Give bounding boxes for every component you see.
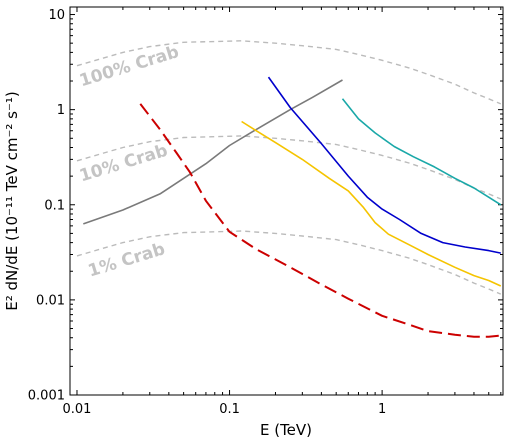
- x-tick-label: 1: [378, 402, 386, 417]
- y-tick-label: 10: [48, 8, 65, 23]
- series-line-0: [76, 40, 502, 105]
- series-line-1: [76, 135, 502, 200]
- series-line-4: [139, 103, 500, 338]
- series-lines: [76, 40, 502, 338]
- plot-frame: [69, 6, 504, 396]
- y-tick-label: 0.001: [28, 389, 65, 404]
- series-line-2: [76, 230, 502, 295]
- y-tick-label: 0.1: [44, 198, 65, 213]
- series-line-7: [341, 98, 502, 206]
- series-line-3: [83, 79, 343, 225]
- crab-annotation: 1% Crab: [86, 239, 168, 281]
- series-line-5: [241, 120, 502, 287]
- crab-annotation: 100% Crab: [77, 42, 181, 91]
- y-tick-label: 0.01: [36, 293, 65, 308]
- series-line-6: [267, 76, 501, 254]
- x-tick-label: 0.1: [219, 402, 240, 417]
- x-axis-label: E (TeV): [260, 421, 312, 439]
- x-tick-label: 0.01: [63, 402, 92, 417]
- y-axis-label: E² dN/dE (10⁻¹¹ TeV cm⁻² s⁻¹): [3, 91, 21, 311]
- y-tick-label: 1: [57, 103, 65, 118]
